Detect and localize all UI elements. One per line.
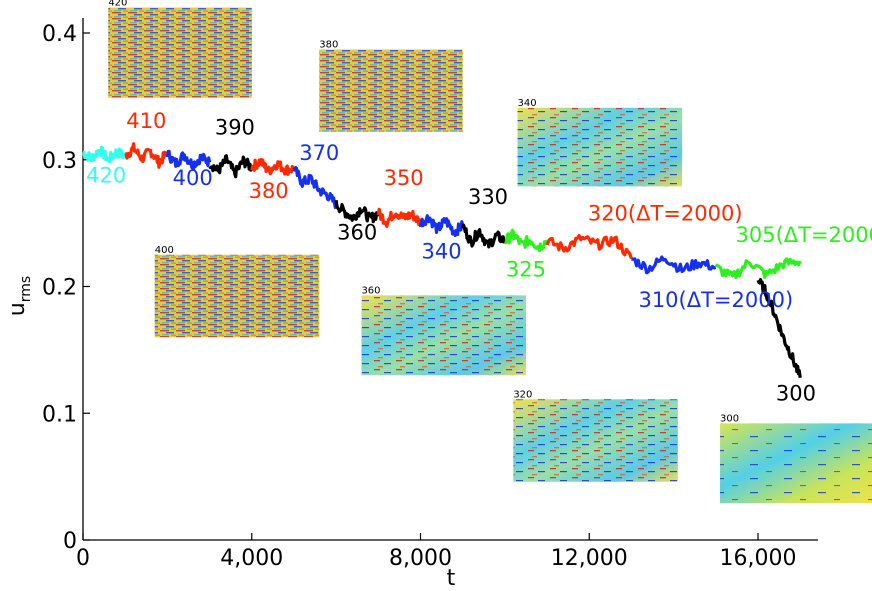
segment-label: 370 xyxy=(299,141,339,165)
y-tick-label: 0.2 xyxy=(42,276,77,301)
y-axis-label: urms xyxy=(5,276,34,316)
series-line-330 xyxy=(461,223,507,249)
series-line-320T2000 xyxy=(545,234,633,260)
x-tick-label: 16,000 xyxy=(720,546,797,571)
segment-label: 380 xyxy=(249,179,289,203)
series-line-390 xyxy=(208,154,254,179)
inset-texture xyxy=(108,7,252,98)
inset-texture xyxy=(361,295,526,376)
segment-label: 325 xyxy=(506,257,546,281)
segment-label: 420 xyxy=(86,164,126,188)
segment-label: 340 xyxy=(422,240,462,264)
inset-label: 400 xyxy=(155,245,174,256)
inset-texture xyxy=(720,423,872,504)
x-tick-label: 12,000 xyxy=(551,546,628,571)
inset-texture xyxy=(319,49,463,132)
y-tick-label: 0.1 xyxy=(42,402,77,427)
inset-snapshot: 300 xyxy=(720,413,872,504)
series-line-410 xyxy=(124,142,169,169)
series-line-325 xyxy=(503,228,548,253)
inset-label: 380 xyxy=(319,39,338,50)
y-tick-label: 0 xyxy=(63,529,77,554)
series-line-420 xyxy=(82,145,127,164)
segment-label: 410 xyxy=(126,109,166,133)
x-tick-label: 8,000 xyxy=(389,546,452,571)
inset-texture xyxy=(517,107,683,187)
inset-snapshot: 340 xyxy=(517,98,683,187)
series-line-350 xyxy=(376,207,423,228)
inset-texture xyxy=(513,399,678,482)
segment-label: 400 xyxy=(173,166,213,190)
series-line-310T2000 xyxy=(631,255,717,275)
segment-label: 330 xyxy=(468,185,508,209)
series-line-340 xyxy=(418,214,465,238)
series-line-370 xyxy=(292,165,338,209)
series-line-305T2000 xyxy=(714,257,802,280)
series-line-380 xyxy=(250,158,295,176)
series-line-360 xyxy=(334,199,380,224)
inset-snapshot: 400 xyxy=(154,245,320,338)
inset-label: 340 xyxy=(518,98,537,109)
x-tick-label: 0 xyxy=(76,546,90,571)
segment-label: 360 xyxy=(337,221,377,245)
segment-label: 300 xyxy=(776,382,816,406)
inset-label: 420 xyxy=(108,0,127,9)
svg-text:urms: urms xyxy=(5,276,34,316)
inset-label: 360 xyxy=(361,285,380,296)
series-line-300 xyxy=(756,277,802,379)
y-tick-label: 0.3 xyxy=(42,149,77,174)
y-tick-label: 0.4 xyxy=(42,22,77,47)
inset-snapshot: 380 xyxy=(319,39,463,132)
y-axis-label-main: u xyxy=(5,302,30,316)
inset-snapshot: 420 xyxy=(108,0,252,98)
x-axis-label: t xyxy=(447,566,456,591)
inset-snapshot: 320 xyxy=(513,389,678,482)
inset-texture xyxy=(154,254,320,338)
segment-label: 310(ΔT=2000) xyxy=(638,288,793,312)
segment-label: 350 xyxy=(384,166,424,190)
segment-label: 305(ΔT=2000) xyxy=(735,223,872,247)
inset-snapshot: 360 xyxy=(361,285,526,376)
x-tick-label: 4,000 xyxy=(220,546,283,571)
inset-label: 320 xyxy=(513,389,532,400)
y-axis-label-sub: rms xyxy=(18,276,34,302)
segment-label: 390 xyxy=(215,115,255,139)
segment-label: 320(ΔT=2000) xyxy=(588,202,743,226)
series-line-400 xyxy=(165,149,212,171)
inset-label: 300 xyxy=(720,413,739,424)
